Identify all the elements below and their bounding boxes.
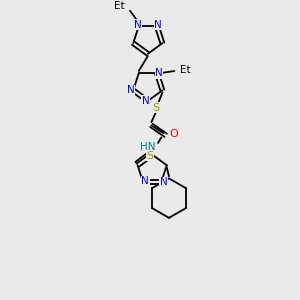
Text: N: N	[127, 85, 135, 95]
Text: N: N	[154, 20, 162, 30]
Text: Et: Et	[114, 1, 124, 11]
Text: S: S	[146, 151, 154, 161]
Text: Et: Et	[180, 65, 190, 75]
Text: HN: HN	[140, 142, 156, 152]
Text: S: S	[152, 103, 159, 113]
Text: O: O	[169, 129, 178, 139]
Text: N: N	[134, 20, 142, 30]
Text: N: N	[155, 68, 163, 78]
Text: N: N	[142, 176, 149, 186]
Text: N: N	[142, 96, 149, 106]
Text: N: N	[160, 177, 167, 188]
